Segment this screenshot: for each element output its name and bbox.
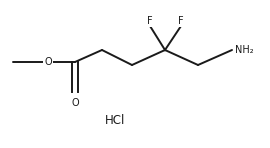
Text: O: O [44, 57, 52, 67]
Text: HCl: HCl [105, 114, 125, 127]
Text: F: F [178, 16, 184, 26]
Text: NH₂: NH₂ [235, 45, 254, 55]
Text: O: O [71, 98, 79, 108]
Text: F: F [147, 16, 153, 26]
